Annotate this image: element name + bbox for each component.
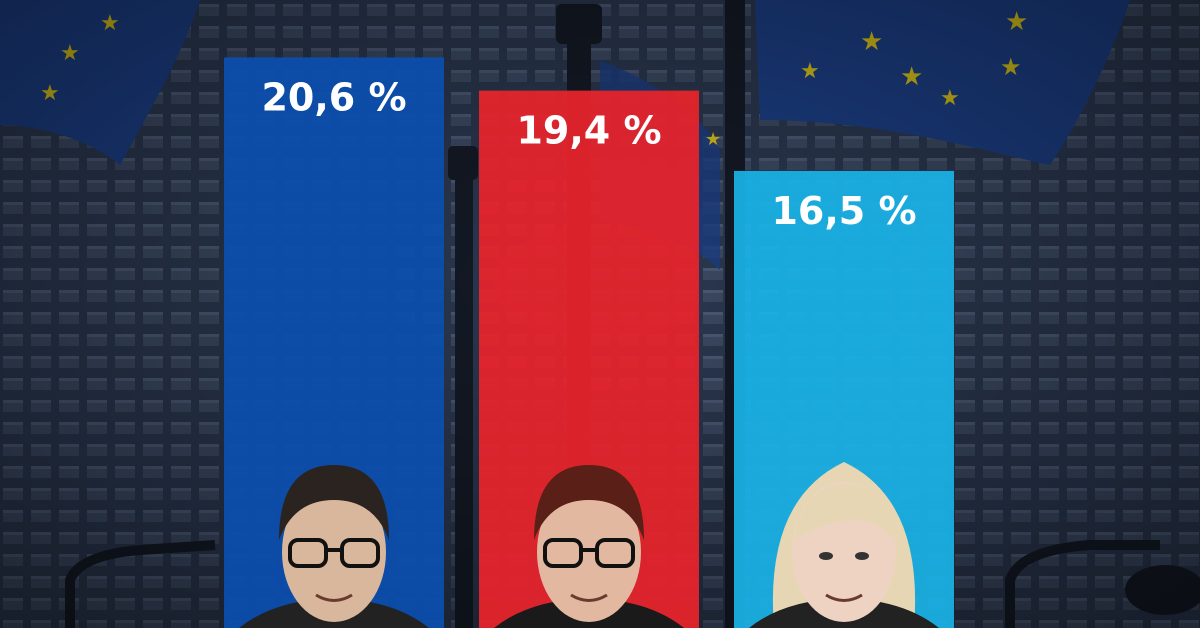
value-label-3: 16,5 %: [771, 189, 916, 233]
person-portrait-woman-blonde-icon: [749, 462, 939, 628]
value-label-2: 19,4 %: [516, 109, 661, 153]
person-portrait-man-glasses-icon: [239, 465, 429, 628]
person-portrait-man-glasses-smiling-icon: [494, 465, 684, 628]
value-label-1: 20,6 %: [261, 75, 406, 119]
